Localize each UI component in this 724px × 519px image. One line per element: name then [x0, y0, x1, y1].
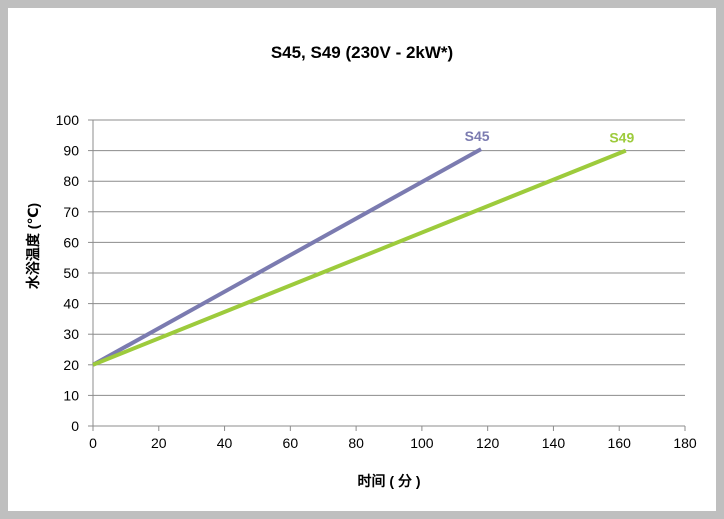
y-tick-label: 40 — [63, 296, 79, 312]
x-tick-label: 0 — [89, 435, 97, 451]
line-chart: S45, S49 (230V - 2kW*) 0 10 20 30 40 50 60 70 80… — [25, 43, 697, 489]
y-tick-label: 30 — [63, 326, 79, 342]
y-tick-label: 90 — [63, 143, 79, 159]
y-tick-label: 100 — [56, 112, 80, 128]
y-tick-label: 50 — [63, 265, 79, 281]
y-tick-label: 10 — [63, 387, 79, 403]
x-tick-label: 60 — [283, 435, 299, 451]
series-lines — [92, 147, 627, 367]
chart-frame: S45, S49 (230V - 2kW*) 0 10 20 30 40 50 60 70 80… — [8, 8, 716, 511]
y-tick-label: 0 — [71, 418, 79, 434]
x-tick-label: 160 — [608, 435, 632, 451]
x-tick-label: 20 — [151, 435, 167, 451]
x-tick-label: 40 — [217, 435, 233, 451]
y-tick-label: 20 — [63, 357, 79, 373]
series-label-s49: S49 — [609, 130, 634, 146]
series-line-s49 — [92, 148, 627, 367]
y-tick-label: 80 — [63, 173, 79, 189]
grid-lines — [93, 119, 685, 396]
y-tick-label: 70 — [63, 204, 79, 220]
x-tick-label: 100 — [410, 435, 434, 451]
x-axis-label: 时间 ( 分 ) — [358, 473, 421, 489]
y-axis-label: 水浴温度 (℃) — [25, 203, 41, 289]
chart-title: S45, S49 (230V - 2kW*) — [271, 43, 453, 62]
x-tick-labels: 0 20 40 60 80 100 120 140 160 180 — [89, 435, 697, 451]
x-tick-label: 120 — [476, 435, 500, 451]
y-tick-labels: 0 10 20 30 40 50 60 70 80 90 100 — [56, 112, 80, 434]
series-labels: S45 S49 — [465, 128, 635, 146]
x-tick-label: 180 — [673, 435, 697, 451]
x-tick-label: 140 — [542, 435, 566, 451]
series-line-s45 — [92, 147, 483, 367]
x-tick-label: 80 — [348, 435, 364, 451]
y-tick-label: 60 — [63, 234, 79, 250]
series-label-s45: S45 — [465, 128, 490, 144]
axes — [88, 119, 686, 431]
